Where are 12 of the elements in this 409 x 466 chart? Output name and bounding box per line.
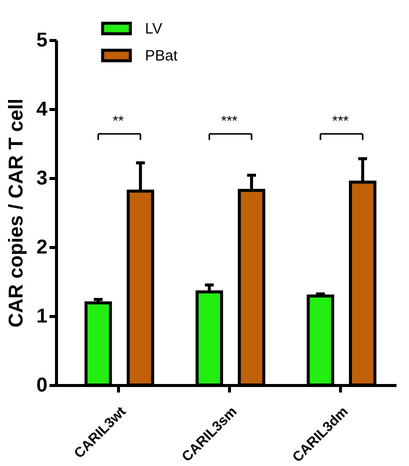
- y-tick-label: 0: [36, 374, 48, 396]
- y-tick-label: 3: [36, 168, 48, 190]
- y-tick-label: 1: [36, 306, 48, 328]
- annotation: ***: [221, 112, 238, 128]
- y-axis-title: CAR copies / CAR T cell: [5, 98, 28, 328]
- legend-label: LV: [145, 20, 162, 38]
- y-tick-label: 4: [36, 98, 48, 120]
- annotation: **: [112, 112, 124, 128]
- legend-label: PBat: [145, 48, 178, 64]
- y-tick-label: 5: [36, 30, 48, 52]
- y-tick-label: 2: [36, 236, 48, 258]
- annotation: ***: [332, 112, 350, 128]
